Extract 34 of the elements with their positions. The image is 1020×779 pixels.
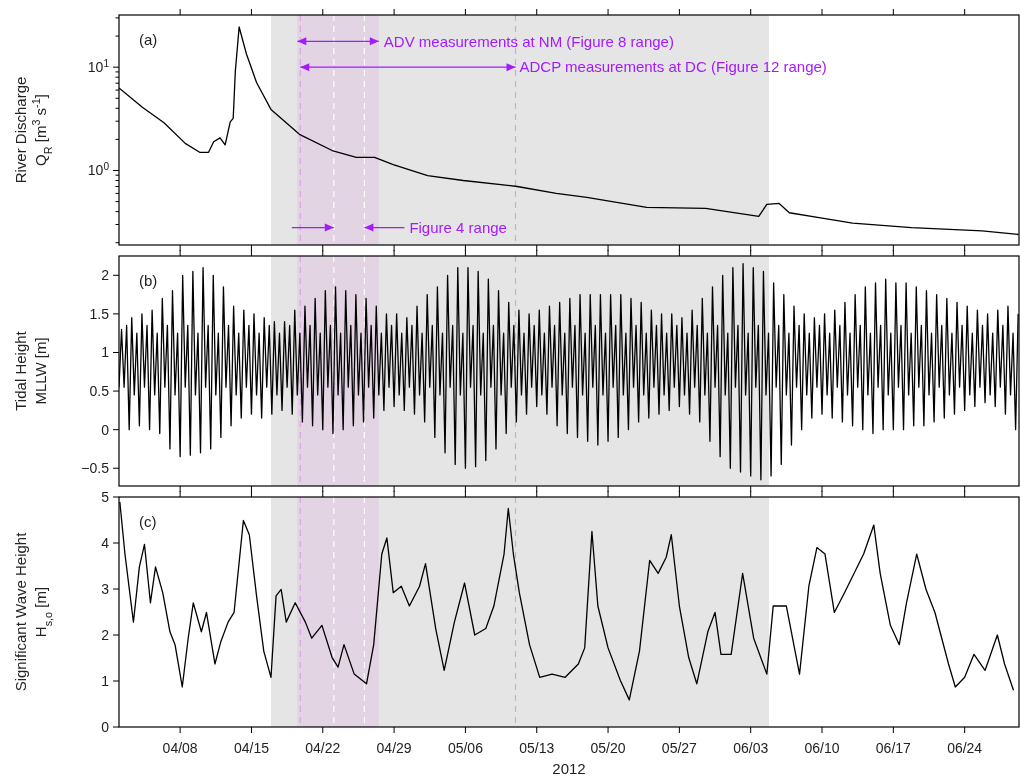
x-tick-label: 04/29 xyxy=(376,740,412,756)
x-tick-label: 05/13 xyxy=(519,740,555,756)
y-tick-label: 2 xyxy=(101,267,110,284)
y-tick-label: 4 xyxy=(101,534,110,551)
x-tick-label: 06/17 xyxy=(875,740,912,756)
x-tick-label: 06/10 xyxy=(804,740,840,756)
x-axis-title: 2012 xyxy=(552,760,586,777)
y-tick-label: 0.5 xyxy=(89,382,110,399)
y-tick-label: 0 xyxy=(101,718,110,735)
annotation: ADCP measurements at DC (Figure 12 range) xyxy=(519,58,827,76)
y-tick-label: 1.5 xyxy=(89,305,110,322)
annotation: Figure 4 range xyxy=(409,218,507,236)
y-tick-label: 10$^{0}$ xyxy=(87,160,110,179)
x-tick-label: 04/08 xyxy=(162,740,198,756)
y-tick-label: 10$^{1}$ xyxy=(87,57,110,76)
y-tick-label: 5 xyxy=(101,488,110,505)
x-tick-label: 04/22 xyxy=(305,740,341,756)
x-tick-label: 05/20 xyxy=(590,740,626,756)
x-tick-label: 05/27 xyxy=(661,740,698,756)
annotation: (a) xyxy=(139,31,158,48)
x-tick-label: 06/24 xyxy=(947,740,983,756)
y-tick-label: 0 xyxy=(101,421,110,438)
y-axis-title: Tidal Height MLLW [m] xyxy=(12,330,49,411)
x-tick-label: 04/15 xyxy=(233,740,270,756)
x-tick-label: 05/06 xyxy=(447,740,484,756)
y-tick-label: 3 xyxy=(101,580,110,597)
y-tick-label: −0.5 xyxy=(81,460,110,477)
x-tick-label: 06/03 xyxy=(733,740,769,756)
y-tick-label: 1 xyxy=(101,344,110,361)
annotation: ADV measurements at NM (Figure 8 range) xyxy=(383,32,674,50)
y-tick-label: 2 xyxy=(101,626,110,643)
y-tick-label: 1 xyxy=(101,672,110,689)
annotation: (c) xyxy=(139,513,157,530)
annotation: (b) xyxy=(139,272,158,289)
